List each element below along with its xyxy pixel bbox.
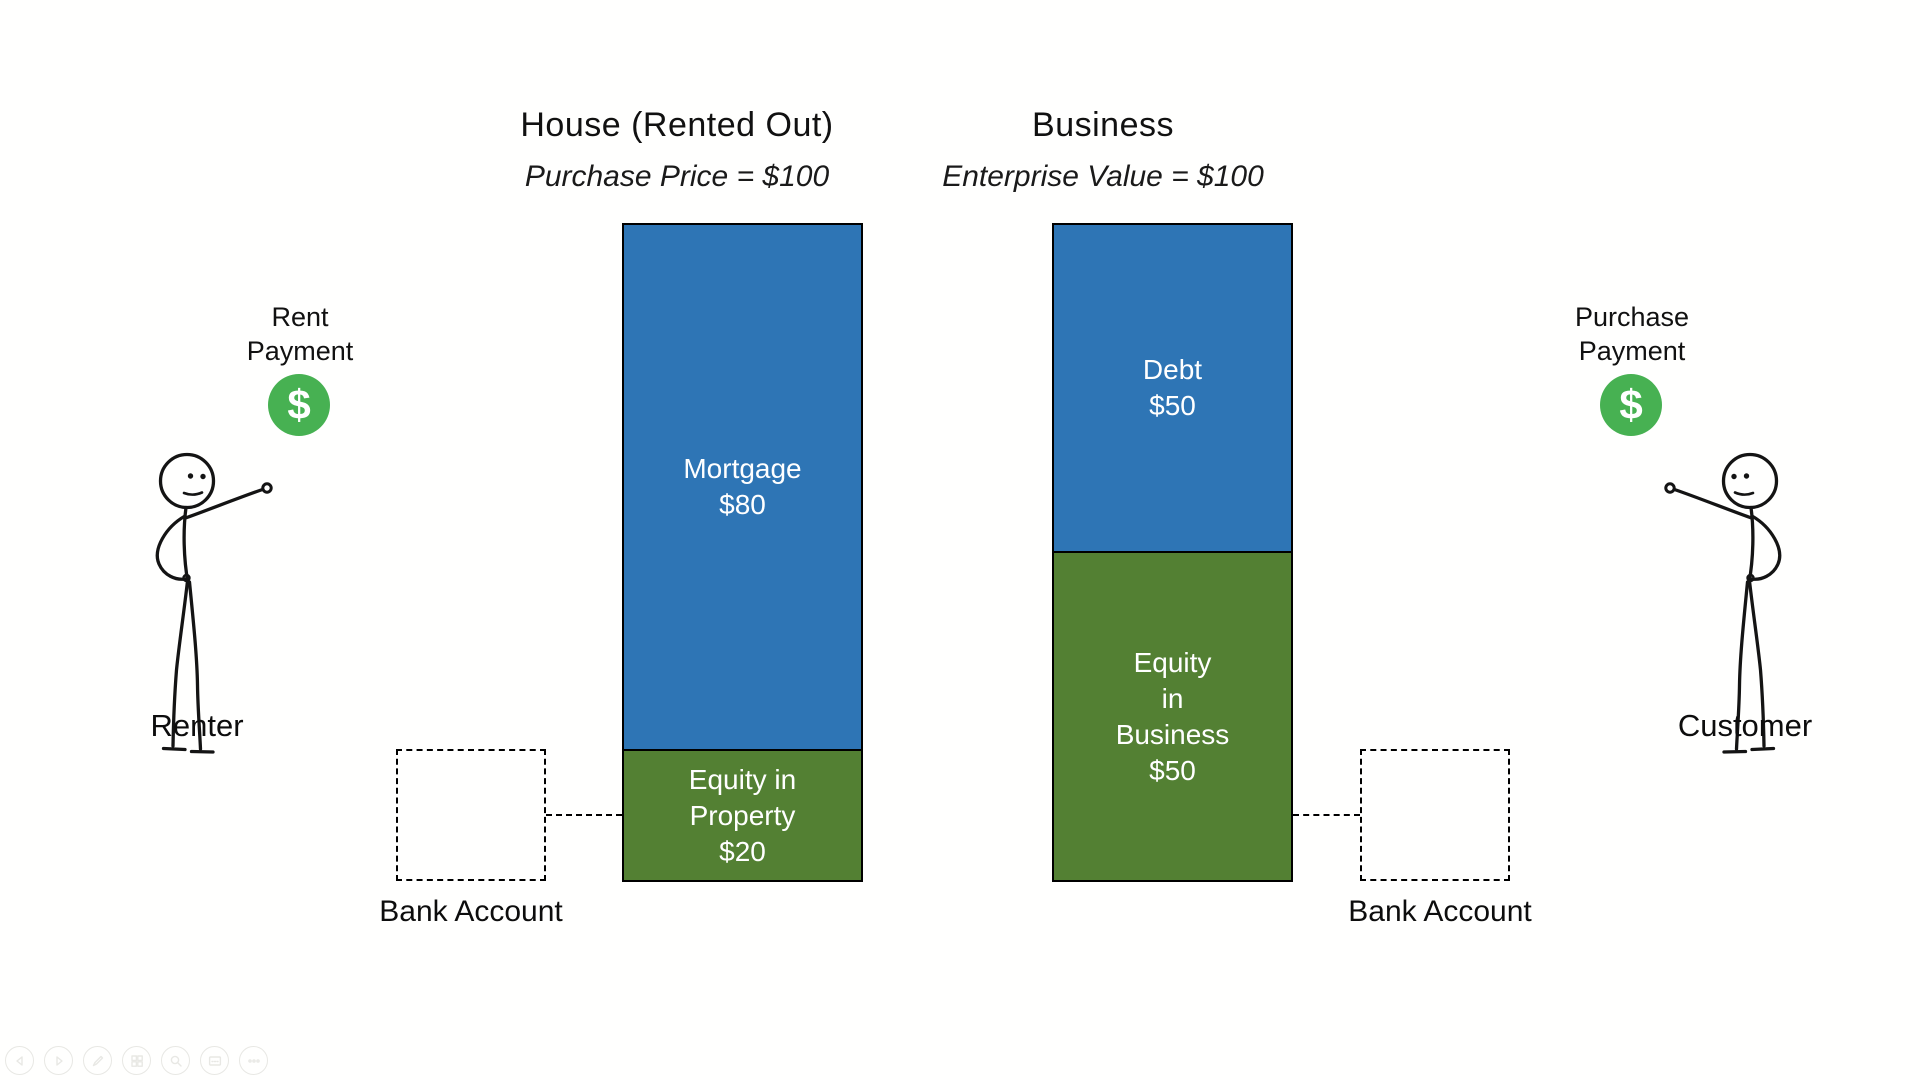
house-bank-account-box: [396, 749, 546, 881]
house-title: House (Rented Out): [520, 106, 834, 144]
dollar-symbol: $: [287, 381, 311, 428]
previous-slide-button[interactable]: [5, 1046, 34, 1075]
segment-label: Equity in: [688, 763, 797, 795]
see-all-slides-icon: [130, 1054, 143, 1067]
eye: [1731, 473, 1737, 480]
dollar-symbol: $: [1619, 381, 1643, 428]
next-slide-icon: [55, 1055, 63, 1066]
eye: [200, 473, 206, 480]
stick-figure-drawing: [155, 452, 273, 754]
purchase-payment-label: Purchase Payment: [1512, 300, 1752, 368]
business-equity-segment: Equity in Business $50: [1052, 551, 1293, 882]
segment-label: in: [1161, 682, 1184, 714]
purchase-payment-dollar-icon: $: [1600, 374, 1662, 436]
previous-slide-icon: [15, 1055, 23, 1066]
segment-value: $50: [1149, 754, 1196, 786]
customer-label: Customer: [1677, 708, 1813, 743]
house-subtitle: Purchase Price = $100: [524, 160, 830, 193]
mouth: [1733, 491, 1755, 496]
business-title: Business: [1032, 106, 1174, 144]
business-bank-account-label: Bank Account: [1348, 895, 1532, 928]
pen-icon: [92, 1055, 103, 1066]
captions-icon: [208, 1055, 221, 1066]
segment-label: Debt: [1142, 354, 1203, 385]
rent-payment-dollar-icon: $: [268, 374, 330, 436]
rent-payment-label: Rent Payment: [180, 300, 420, 368]
house-bank-connector-line: [546, 814, 622, 816]
house-bar: Mortgage $80 Equity in Property $20: [622, 223, 863, 882]
business-bank-account-box: [1360, 749, 1510, 881]
see-all-slides-button[interactable]: [122, 1046, 151, 1075]
segment-label: Property: [689, 799, 796, 831]
segment-value: $20: [719, 835, 766, 867]
segment-label: Mortgage: [683, 453, 802, 484]
zoom-slide-button[interactable]: [161, 1046, 190, 1075]
business-subtitle: Enterprise Value = $100: [942, 160, 1264, 193]
magnifier-icon: [170, 1055, 182, 1067]
stick-figure-drawing: [1664, 452, 1782, 754]
more-options-icon: [247, 1058, 260, 1063]
more-options-button[interactable]: [239, 1046, 268, 1075]
customer-stick-figure: [1647, 450, 1797, 765]
eye: [1743, 473, 1750, 479]
house-mortgage-segment: Mortgage $80: [622, 223, 863, 751]
rent-payment-line2: Payment: [246, 336, 354, 366]
captions-button[interactable]: [200, 1046, 229, 1075]
house-equity-segment: Equity in Property $20: [622, 749, 863, 882]
pen-tools-button[interactable]: [83, 1046, 112, 1075]
purchase-payment-line2: Payment: [1578, 336, 1686, 366]
rent-payment-line1: Rent: [271, 302, 329, 332]
mouth: [182, 491, 204, 496]
segment-label: Business: [1115, 718, 1230, 750]
presenter-toolbar: [5, 1046, 268, 1075]
house-bank-account-label: Bank Account: [379, 895, 563, 928]
business-bar: Debt $50 Equity in Business $50: [1052, 223, 1293, 882]
renter-label: Renter: [150, 708, 244, 743]
eye: [187, 473, 194, 479]
next-slide-button[interactable]: [44, 1046, 73, 1075]
renter-stick-figure: [140, 450, 290, 765]
business-debt-segment: Debt $50: [1052, 223, 1293, 553]
business-bank-connector-line: [1293, 814, 1360, 816]
segment-label: Equity: [1133, 646, 1212, 678]
segment-value: $50: [1149, 390, 1196, 421]
purchase-payment-line1: Purchase: [1574, 302, 1690, 332]
segment-value: $80: [719, 489, 766, 520]
